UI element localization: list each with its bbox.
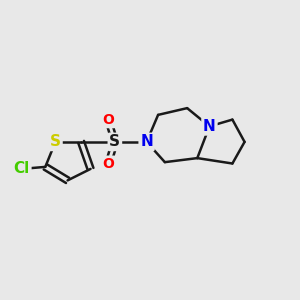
Text: N: N — [203, 119, 216, 134]
Text: N: N — [140, 134, 153, 149]
Text: Cl: Cl — [14, 161, 30, 176]
Text: O: O — [102, 157, 114, 171]
Text: S: S — [50, 134, 61, 149]
Text: S: S — [110, 134, 120, 149]
Text: O: O — [102, 112, 114, 127]
